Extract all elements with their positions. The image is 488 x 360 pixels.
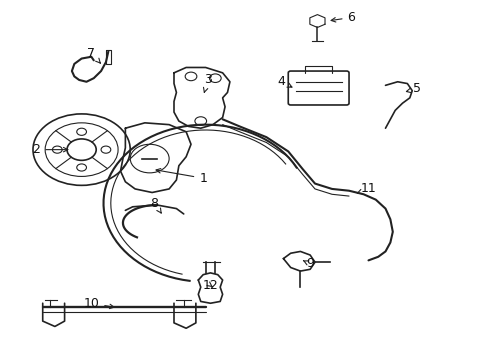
Text: 6: 6 <box>330 11 355 24</box>
Text: 3: 3 <box>203 73 211 93</box>
Text: 5: 5 <box>406 82 420 95</box>
Text: 7: 7 <box>87 47 100 63</box>
Text: 9: 9 <box>303 257 313 270</box>
Text: 10: 10 <box>83 297 114 310</box>
Text: 4: 4 <box>277 75 291 88</box>
Text: 1: 1 <box>156 168 207 185</box>
Text: 12: 12 <box>202 279 218 292</box>
Text: 8: 8 <box>150 197 161 213</box>
Text: 11: 11 <box>357 183 376 195</box>
Text: 2: 2 <box>32 143 68 156</box>
